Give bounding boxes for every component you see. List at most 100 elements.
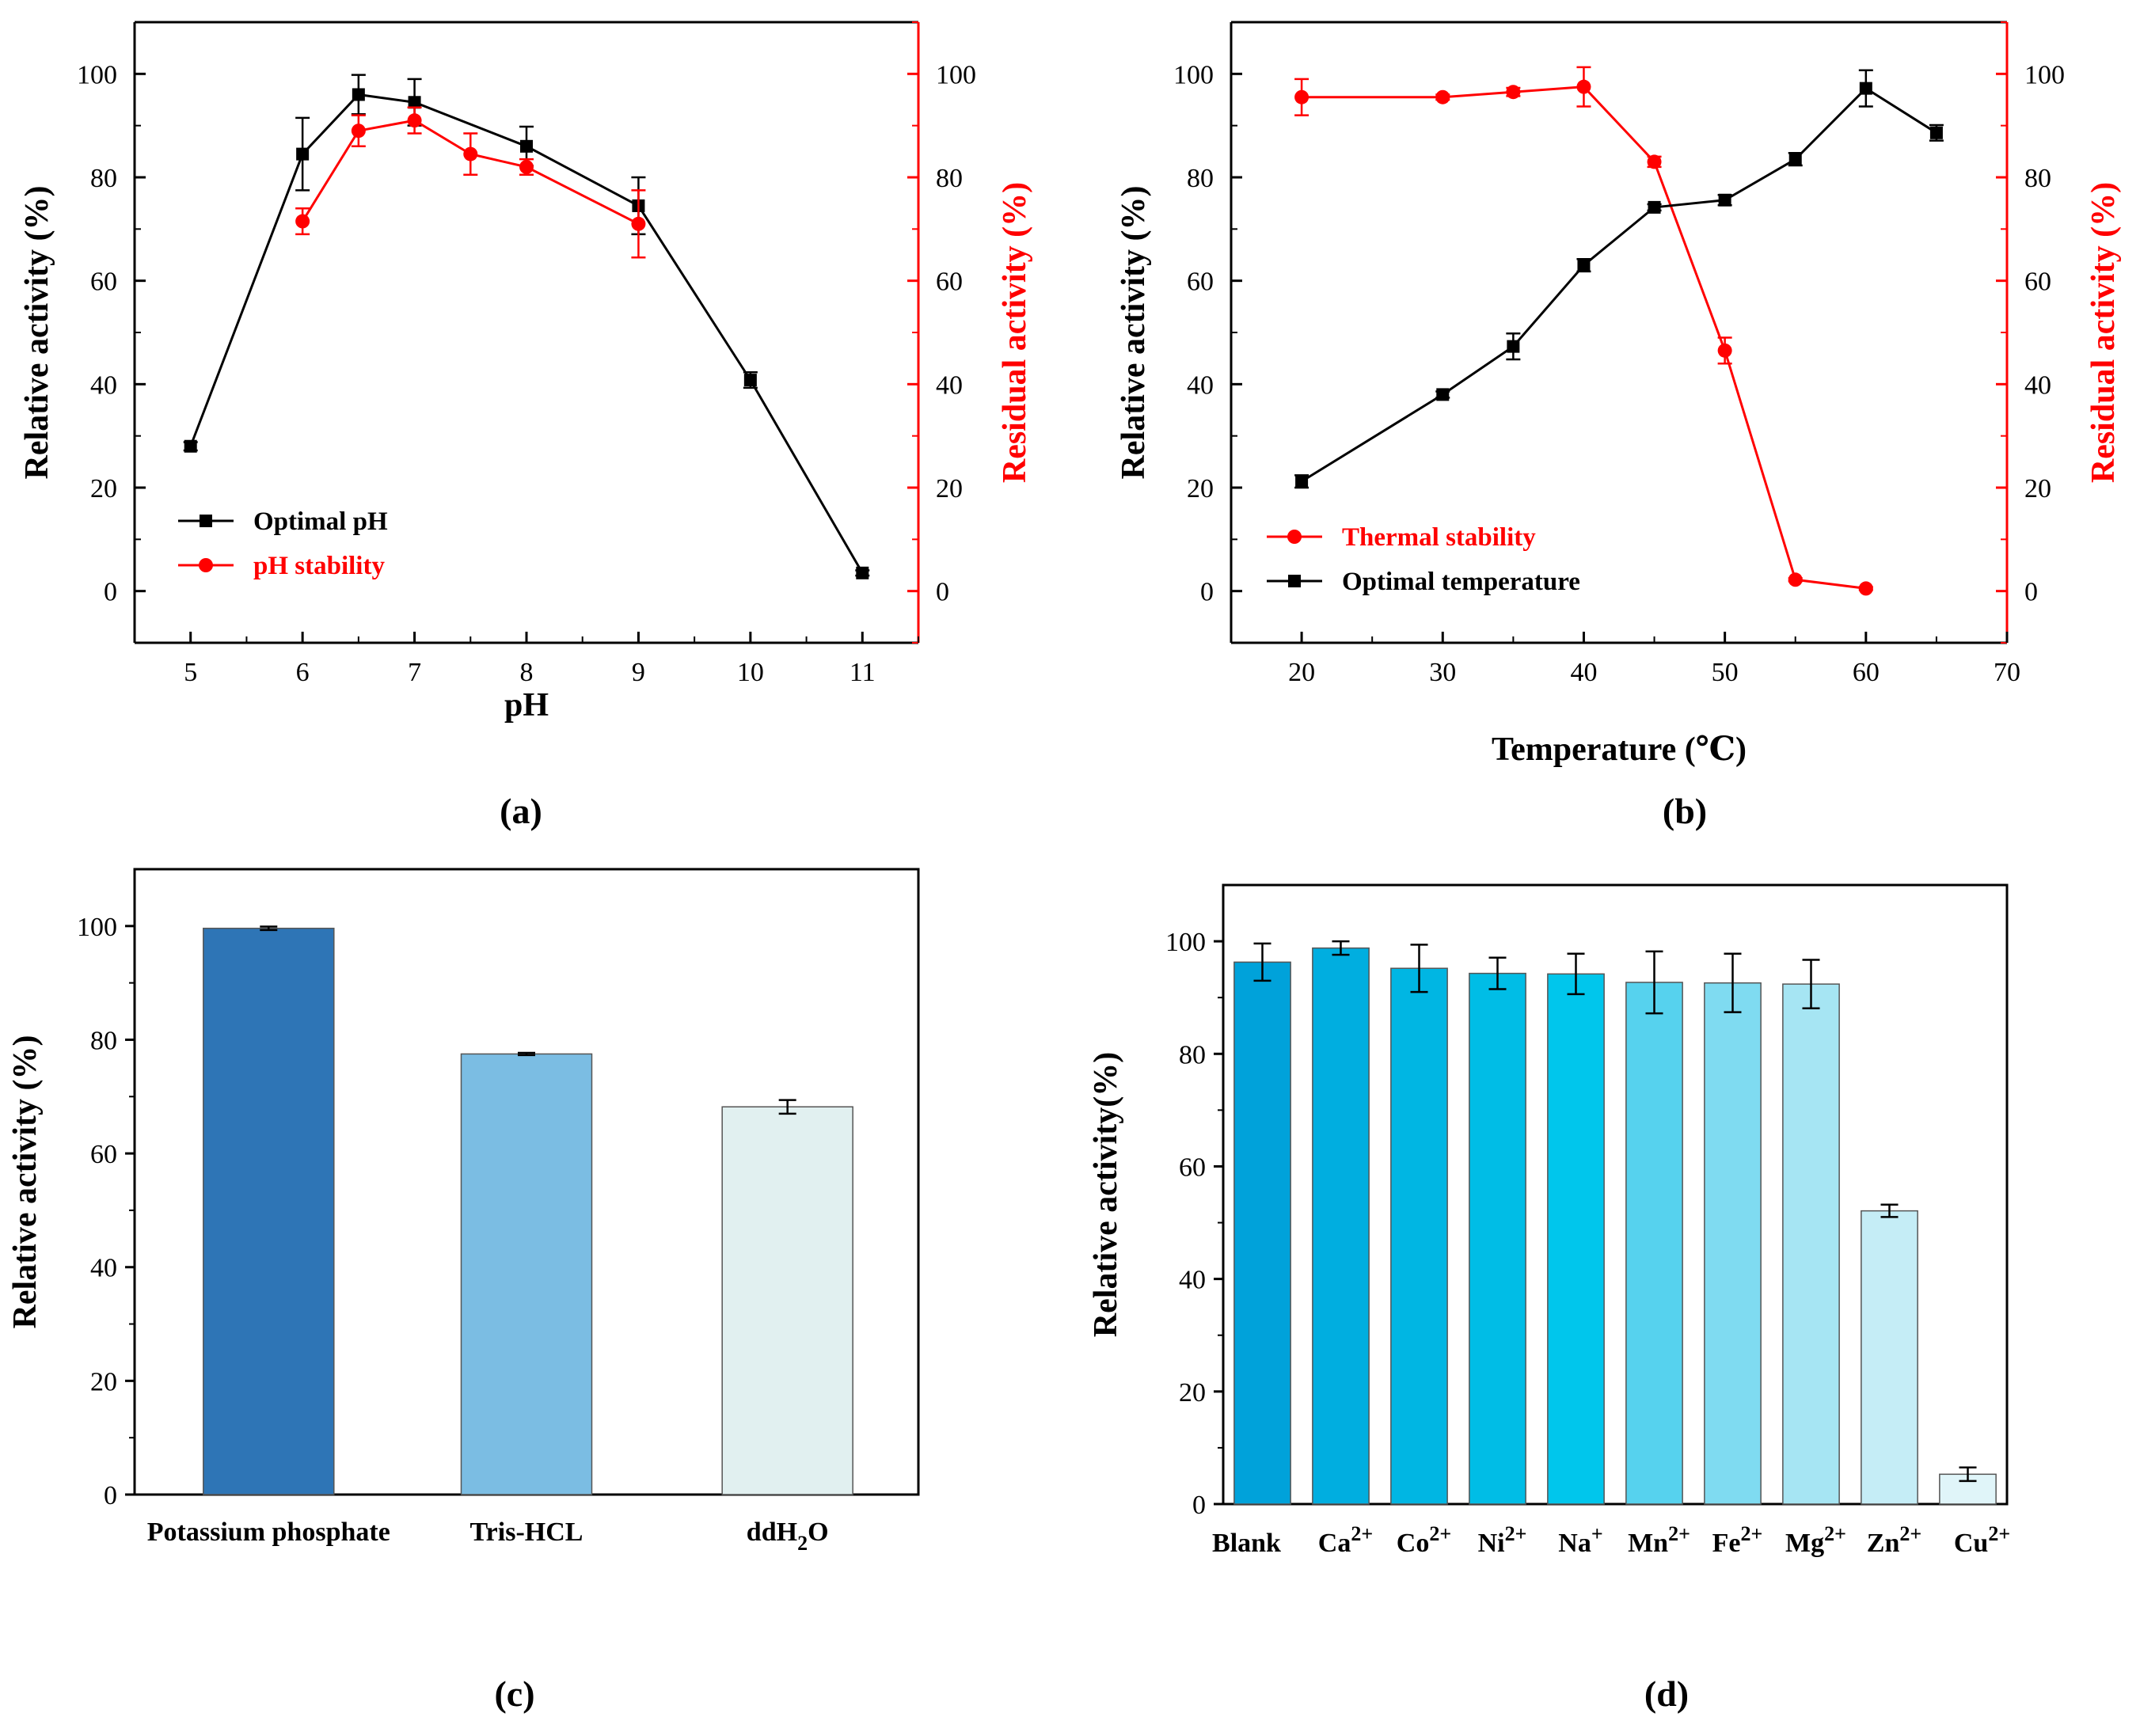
tick-label-sup: 2+ — [1824, 1522, 1846, 1545]
legend-marker-square — [200, 515, 212, 527]
tick-label-main: Potassium phosphate — [147, 1518, 390, 1547]
bar-7 — [1782, 983, 1840, 1505]
x-tick-label-2: ddH2O — [747, 1518, 829, 1555]
tick-label-sup: 2+ — [1741, 1522, 1763, 1545]
y-tick-label: 20 — [90, 1367, 117, 1396]
data-point-square — [352, 88, 365, 101]
x-tick-label-2: Co2+ — [1397, 1522, 1451, 1558]
bar-1 — [460, 1053, 593, 1495]
tick-label-main: Ni — [1478, 1529, 1505, 1558]
y2-tick-label: 0 — [2024, 578, 2038, 607]
panel-label-a: (a) — [500, 791, 542, 831]
tick-label-main: Zn — [1867, 1529, 1900, 1558]
data-point-circle — [295, 214, 310, 229]
y2-tick-label: 100 — [2024, 60, 2065, 89]
y-tick-label: 40 — [1179, 1266, 1206, 1295]
legend-label: Thermal stability — [1342, 523, 1536, 552]
panel-label-c: (c) — [494, 1673, 534, 1714]
y2-tick-label: 40 — [936, 370, 963, 400]
y-tick-label: 100 — [1165, 928, 1206, 957]
tick-label-sup: 2+ — [1988, 1522, 2010, 1545]
data-point-circle — [631, 216, 646, 231]
data-point-circle — [1717, 343, 1732, 358]
bar-2 — [1390, 967, 1448, 1505]
data-point-square — [408, 96, 421, 109]
bar-0 — [203, 927, 335, 1495]
y-axis-label: Relative activity(%) — [1088, 1052, 1124, 1337]
y2-tick-label: 80 — [936, 164, 963, 193]
x-tick-label-5: Mn2+ — [1628, 1522, 1690, 1558]
tick-label-main: Blank — [1212, 1529, 1281, 1558]
y-tick-label: 60 — [90, 268, 117, 297]
data-point-circle — [519, 159, 534, 174]
data-point-square — [1859, 82, 1872, 95]
x-tick-label: 60 — [1853, 658, 1880, 687]
data-point-square — [1648, 200, 1661, 214]
x-tick-label-4: Na+ — [1558, 1522, 1602, 1558]
tick-label-main: Fe — [1712, 1529, 1741, 1558]
data-point-circle — [1435, 89, 1450, 104]
data-point-circle — [1858, 581, 1873, 596]
bar-0 — [1233, 961, 1291, 1505]
y-tick-label: 80 — [90, 164, 117, 193]
tick-label-main: Mg — [1785, 1529, 1824, 1558]
tick-label-sup: 2+ — [1505, 1522, 1527, 1545]
y-tick-label: 80 — [1187, 164, 1214, 193]
y-tick-label: 60 — [1179, 1153, 1206, 1182]
data-point-square — [1295, 475, 1309, 488]
panel-label-d: (d) — [1644, 1673, 1689, 1714]
bar-2 — [721, 1106, 853, 1495]
x-tick-label: 9 — [632, 658, 645, 687]
bar-6 — [1704, 982, 1762, 1505]
y2-tick-label: 60 — [2024, 268, 2051, 297]
y-tick-label: 60 — [1187, 268, 1214, 297]
legend-label: Optimal temperature — [1342, 568, 1580, 596]
data-point-circle — [1294, 89, 1309, 104]
tick-label-sup: 2+ — [1668, 1522, 1690, 1545]
data-point-circle — [1576, 79, 1591, 94]
y2-tick-label: 20 — [936, 474, 963, 503]
x-tick-label: 7 — [408, 658, 421, 687]
bar-5 — [1625, 982, 1683, 1505]
y-axis-label: Relative activity (%) — [19, 186, 55, 480]
x-tick-label-3: Ni2+ — [1478, 1522, 1527, 1558]
data-point-circle — [1647, 154, 1662, 169]
y2-tick-label: 60 — [936, 268, 963, 297]
x-tick-label: 20 — [1288, 658, 1315, 687]
data-point-circle — [1506, 85, 1521, 100]
plot-frame — [1222, 883, 2009, 1506]
x-tick-label-0: Blank — [1212, 1529, 1281, 1558]
data-point-square — [520, 139, 533, 153]
y-tick-label: 40 — [90, 1254, 117, 1283]
data-point-square — [1929, 126, 1943, 139]
tick-label-main: Mn — [1628, 1529, 1668, 1558]
legend-marker-square — [1288, 575, 1301, 587]
x-tick-label-9: Cu2+ — [1954, 1522, 2010, 1558]
tick-label-main: Na — [1558, 1529, 1591, 1558]
x-tick-label: 70 — [1994, 658, 2020, 687]
y-tick-label: 40 — [1187, 370, 1214, 400]
tick-label-main: Ca — [1318, 1529, 1351, 1558]
y-axis-label: Relative activity (%) — [1116, 186, 1152, 480]
chart-c-buffer: 0 20 40 60 80 100 Relative activity (%) Potassi… — [7, 868, 920, 1555]
data-point-circle — [463, 146, 478, 161]
y-tick-label: 40 — [90, 370, 117, 400]
tick-label-main: Tris-HCL — [470, 1518, 583, 1547]
x-tick-label-6: Fe2+ — [1712, 1522, 1763, 1558]
data-point-square — [296, 147, 310, 161]
y-tick-label: 100 — [1173, 60, 1214, 89]
series-line-1 — [1301, 86, 1937, 483]
x-tick-label-1: Ca2+ — [1318, 1522, 1373, 1558]
y-tick-label: 20 — [1187, 474, 1214, 503]
y-tick-label: 100 — [77, 913, 117, 942]
y2-tick-label: 40 — [2024, 370, 2051, 400]
y-tick-label: 60 — [90, 1140, 117, 1169]
x-tick-label-1: Tris-HCL — [470, 1518, 583, 1547]
series-line-1 — [301, 119, 640, 226]
data-point-square — [856, 566, 869, 579]
y-tick-label: 0 — [1200, 578, 1214, 607]
y2-tick-label: 0 — [936, 578, 949, 607]
x-axis-label: pH — [504, 687, 549, 724]
y-tick-label: 0 — [1192, 1491, 1206, 1520]
data-point-square — [743, 374, 757, 387]
